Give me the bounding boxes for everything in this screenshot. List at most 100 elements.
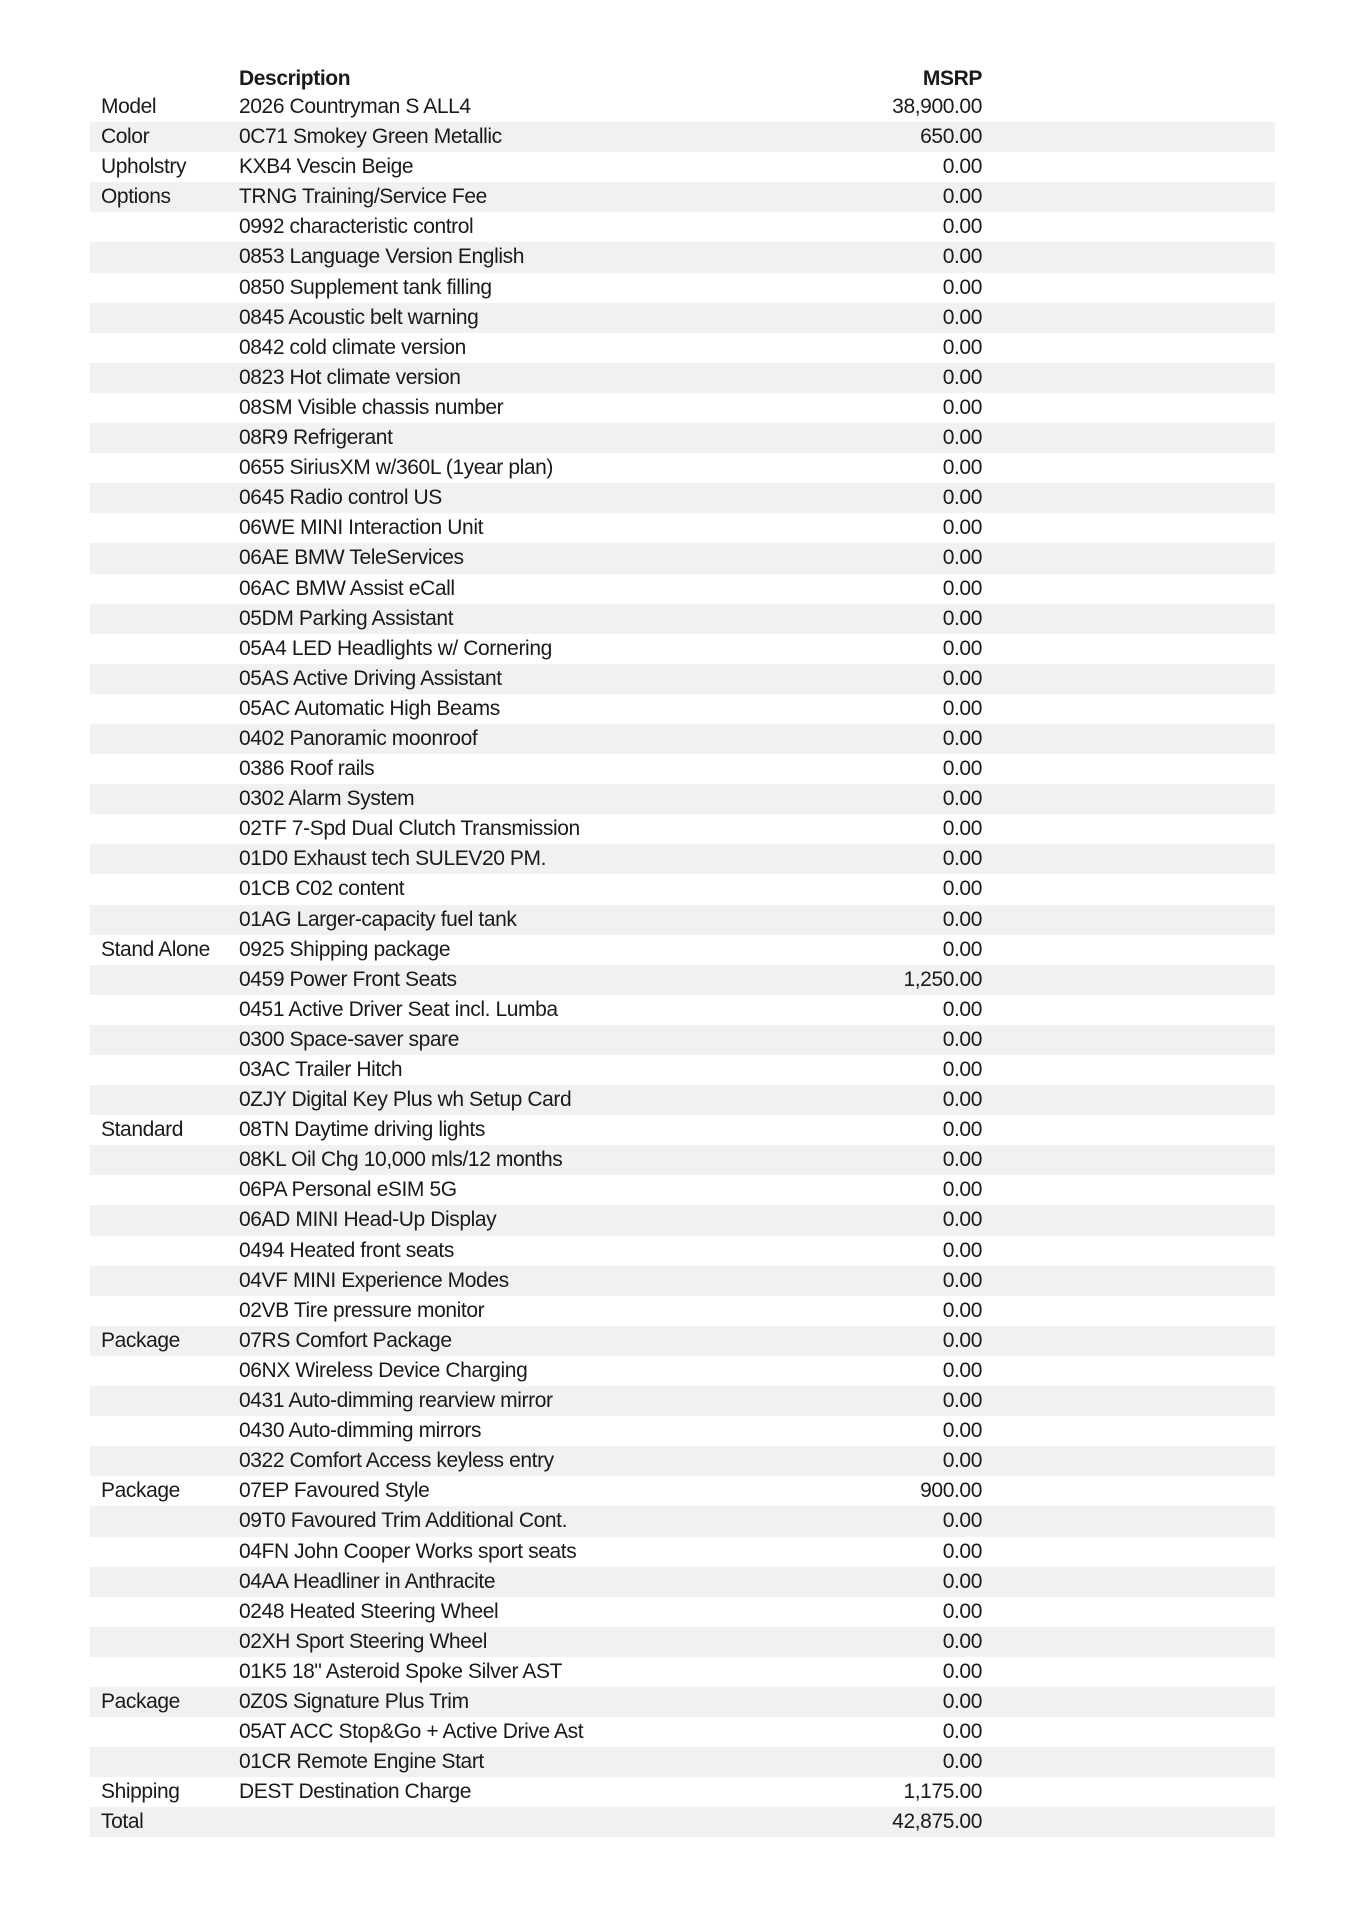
- row-description: 07EP Favoured Style: [239, 1479, 430, 1503]
- row-description: 05AS Active Driving Assistant: [239, 666, 502, 690]
- table-row: 0992 characteristic control 0.00: [90, 212, 1275, 242]
- row-msrp: 0.00: [942, 1328, 983, 1352]
- table-row: 06PA Personal eSIM 5G 0.00: [90, 1175, 1275, 1205]
- row-category: Upholstry: [101, 155, 187, 179]
- row-description: 09T0 Favoured Trim Additional Cont.: [239, 1509, 568, 1533]
- row-msrp: 0.00: [942, 516, 983, 540]
- table-row: 06WE MINI Interaction Unit 0.00: [90, 513, 1275, 543]
- table-row: 01K5 18" Asteroid Spoke Silver AST 0.00: [90, 1657, 1275, 1687]
- row-msrp: 0.00: [942, 696, 983, 720]
- table-row: Stand Alone 0925 Shipping package 0.00: [90, 935, 1275, 965]
- table-row: 03AC Trailer Hitch 0.00: [90, 1055, 1275, 1085]
- table-row: 0853 Language Version English 0.00: [90, 242, 1275, 273]
- row-description: 05DM Parking Assistant: [239, 606, 454, 630]
- table-row: 06AC BMW Assist eCall 0.00: [90, 574, 1275, 604]
- row-msrp: 0.00: [942, 1599, 983, 1623]
- table-row: 05AC Automatic High Beams 0.00: [90, 694, 1275, 724]
- row-msrp: 0.00: [942, 365, 983, 389]
- table-row: Package 07EP Favoured Style 900.00: [90, 1476, 1275, 1506]
- row-description: 0C71 Smokey Green Metallic: [239, 125, 502, 149]
- row-msrp: 0.00: [942, 997, 983, 1021]
- row-description: 06AD MINI Head-Up Display: [239, 1208, 497, 1232]
- table-row: 02TF 7-Spd Dual Clutch Transmission 0.00: [90, 814, 1275, 844]
- row-description: 0459 Power Front Seats: [239, 967, 457, 991]
- price-table: Model 2026 Countryman S ALL4 38,900.00 Colo…: [90, 92, 1275, 1838]
- table-row: Shipping DEST Destination Charge 1,175.00: [90, 1777, 1275, 1807]
- row-description: 2026 Countryman S ALL4: [239, 95, 471, 118]
- table-row: 08SM Visible chassis number 0.00: [90, 393, 1275, 423]
- row-category: Stand Alone: [101, 937, 210, 961]
- table-row: 0645 Radio control US 0.00: [90, 483, 1275, 514]
- row-description: 0Z0S Signature Plus Trim: [239, 1689, 469, 1713]
- row-description: 06NX Wireless Device Charging: [239, 1358, 528, 1382]
- row-category: Color: [101, 125, 150, 149]
- row-msrp: 0.00: [942, 185, 983, 209]
- row-category: Options: [101, 185, 171, 209]
- table-row: Options TRNG Training/Service Fee 0.00: [90, 182, 1275, 213]
- row-msrp: 0.00: [942, 606, 983, 630]
- row-description: DEST Destination Charge: [239, 1780, 472, 1804]
- row-msrp: 0.00: [942, 1027, 983, 1051]
- table-row: 0494 Heated front seats 0.00: [90, 1236, 1275, 1266]
- row-description: 07RS Comfort Package: [239, 1328, 452, 1352]
- row-description: 0402 Panoramic moonroof: [239, 726, 478, 750]
- table-row: 09T0 Favoured Trim Additional Cont. 0.00: [90, 1506, 1275, 1537]
- table-row: 0302 Alarm System 0.00: [90, 784, 1275, 815]
- row-description: 0451 Active Driver Seat incl. Lumba: [239, 997, 558, 1021]
- table-row: 08KL Oil Chg 10,000 mls/12 months 0.00: [90, 1145, 1275, 1176]
- row-category: Package: [101, 1689, 180, 1713]
- row-msrp: 0.00: [942, 1178, 983, 1202]
- row-msrp: 0.00: [942, 155, 983, 179]
- row-description: 0300 Space-saver spare: [239, 1027, 460, 1051]
- table-row: 0300 Space-saver spare 0.00: [90, 1024, 1275, 1055]
- row-msrp: 0.00: [942, 1449, 983, 1473]
- row-description: 0ZJY Digital Key Plus wh Setup Card: [239, 1088, 572, 1112]
- row-msrp: 0.00: [942, 1358, 983, 1382]
- row-msrp: 0.00: [942, 1058, 983, 1081]
- table-row: 04AA Headliner in Anthracite 0.00: [90, 1566, 1275, 1597]
- row-description: KXB4 Vescin Beige: [239, 155, 414, 179]
- row-msrp: 0.00: [942, 576, 983, 600]
- table-row: Model 2026 Countryman S ALL4 38,900.00: [90, 92, 1275, 122]
- row-description: 0302 Alarm System: [239, 787, 415, 811]
- table-row: Standard 08TN Daytime driving lights 0.00: [90, 1115, 1275, 1145]
- table-row: 01CB C02 content 0.00: [90, 874, 1275, 904]
- row-msrp: 0.00: [942, 1629, 983, 1653]
- row-category: Shipping: [101, 1780, 180, 1804]
- row-msrp: 900.00: [920, 1479, 982, 1503]
- table-row: 0451 Active Driver Seat incl. Lumba 0.00: [90, 995, 1275, 1025]
- row-description: 0431 Auto-dimming rearview mirror: [239, 1389, 553, 1413]
- table-row: 0402 Panoramic moonroof 0.00: [90, 723, 1275, 755]
- table-row: 0845 Acoustic belt warning 0.00: [90, 302, 1275, 333]
- table-row: Package 0Z0S Signature Plus Trim 0.00: [90, 1686, 1275, 1718]
- row-msrp: 0.00: [942, 1659, 983, 1683]
- row-description: 04VF MINI Experience Modes: [239, 1268, 509, 1292]
- row-description: 01AG Larger-capacity fuel tank: [239, 907, 517, 931]
- row-description: 04AA Headliner in Anthracite: [239, 1569, 496, 1593]
- table-row: 05DM Parking Assistant 0.00: [90, 603, 1275, 634]
- row-msrp: 0.00: [942, 636, 983, 660]
- row-msrp: 1,175.00: [903, 1780, 982, 1804]
- table-row: 02XH Sport Steering Wheel 0.00: [90, 1626, 1275, 1657]
- row-msrp: 0.00: [942, 1118, 983, 1142]
- row-description: 06AE BMW TeleServices: [239, 546, 464, 570]
- table-row: 05AS Active Driving Assistant 0.00: [90, 663, 1275, 694]
- table-row: 0850 Supplement tank filling 0.00: [90, 273, 1275, 303]
- row-description: 08KL Oil Chg 10,000 mls/12 months: [239, 1148, 563, 1172]
- row-msrp: 0.00: [942, 546, 983, 570]
- row-description: 0845 Acoustic belt warning: [239, 305, 479, 329]
- row-description: 05AC Automatic High Beams: [239, 696, 500, 720]
- row-msrp: 0.00: [942, 275, 983, 299]
- row-msrp: 0.00: [942, 1238, 983, 1262]
- table-row: 01AG Larger-capacity fuel tank 0.00: [90, 904, 1275, 935]
- table-row: 0430 Auto-dimming mirrors 0.00: [90, 1416, 1275, 1446]
- row-msrp: 38,900.00: [892, 95, 982, 118]
- row-msrp: 0.00: [942, 666, 983, 690]
- row-description: 08TN Daytime driving lights: [239, 1118, 485, 1142]
- table-row: 02VB Tire pressure monitor 0.00: [90, 1296, 1275, 1326]
- row-msrp: 0.00: [942, 335, 983, 359]
- row-description: 02TF 7-Spd Dual Clutch Transmission: [239, 817, 580, 841]
- table-row: 0431 Auto-dimming rearview mirror 0.00: [90, 1386, 1275, 1417]
- row-msrp: 0.00: [942, 1298, 983, 1322]
- row-msrp: 0.00: [942, 1509, 983, 1533]
